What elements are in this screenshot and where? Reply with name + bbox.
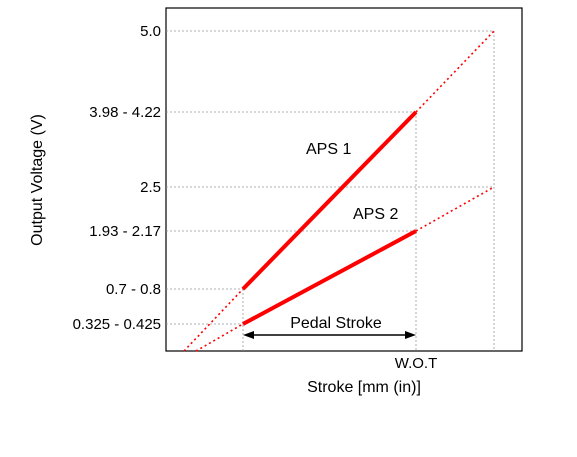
pedal-stroke-arrowhead-left [243, 331, 254, 339]
series-extensions [183, 30, 495, 352]
y-tick-label-5: 5.0 [140, 23, 161, 40]
pedal-stroke-arrow [243, 331, 416, 339]
y-tick-label-0325: 0.325 - 0.425 [73, 316, 161, 333]
y-tick-label-25: 2.5 [140, 179, 161, 196]
series-aps2-line [242, 229, 417, 326]
series-aps1-label: APS 1 [306, 141, 351, 158]
x-tick-label-wot: W.O.T [395, 355, 438, 372]
series-aps2-label: APS 2 [353, 206, 398, 223]
y-grid [166, 30, 494, 325]
y-axis-title: Output Voltage (V) [29, 114, 46, 246]
y-tick-label-193: 1.93 - 2.17 [89, 223, 161, 240]
plot-frame [165, 7, 523, 352]
y-tick-label-07: 0.7 - 0.8 [106, 281, 161, 298]
aps2-extension-high [415, 186, 495, 232]
y-tick-label-398: 3.98 - 4.22 [89, 104, 161, 121]
x-axis-title: Stroke [mm (in)] [307, 379, 421, 396]
aps1-extension-low [183, 288, 244, 352]
pedal-stroke-label: Pedal Stroke [290, 315, 382, 332]
x-grid [242, 31, 495, 351]
aps1-extension-high [415, 30, 495, 113]
pedal-stroke-arrowhead-right [405, 331, 416, 339]
series-aps1-line [241, 110, 418, 291]
aps2-extension-low [195, 323, 244, 352]
y-tick-labels: 5.0 3.98 - 4.22 2.5 1.93 - 2.17 0.7 - 0.… [73, 23, 161, 333]
